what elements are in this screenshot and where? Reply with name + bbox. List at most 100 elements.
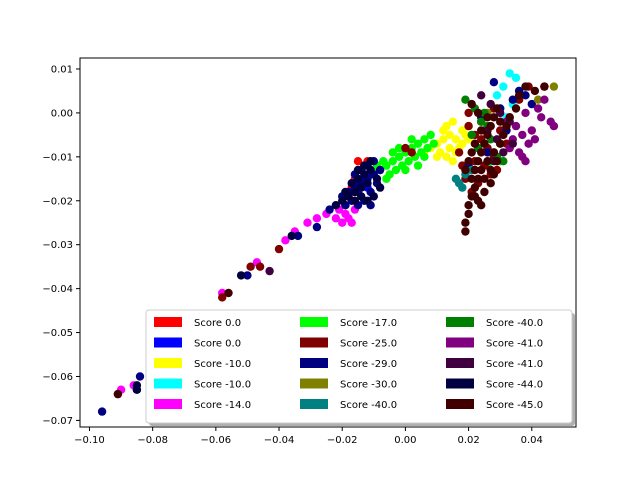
y-axis: 0.01 0.00 −0.01 −0.02 −0.03 −0.04 −0.05 −0.06 −0… — [42, 64, 80, 427]
legend-swatch — [300, 378, 328, 389]
data-point — [331, 201, 341, 210]
y-tick-label: −0.07 — [42, 416, 73, 427]
data-point — [467, 174, 476, 183]
data-point — [338, 196, 347, 205]
data-point — [458, 183, 467, 192]
series-13 — [132, 157, 385, 394]
data-point — [464, 209, 473, 219]
data-point — [454, 148, 464, 157]
data-point — [360, 161, 369, 170]
data-point — [521, 82, 530, 91]
data-point — [363, 179, 372, 188]
legend-label: Score -44.0 — [486, 380, 543, 391]
data-point — [375, 165, 385, 175]
data-point — [243, 271, 252, 280]
data-points — [97, 69, 559, 416]
data-point — [480, 139, 489, 148]
data-point — [312, 214, 322, 223]
data-point — [325, 205, 334, 214]
data-point — [287, 231, 296, 241]
data-point — [477, 165, 486, 175]
data-point — [113, 389, 123, 399]
legend-swatch — [300, 399, 328, 409]
data-point — [448, 157, 457, 166]
legend-label: Score -45.0 — [486, 400, 543, 411]
data-point — [293, 231, 303, 241]
data-point — [363, 196, 372, 205]
data-point — [375, 183, 385, 192]
data-point — [382, 174, 391, 183]
data-point — [477, 126, 486, 135]
data-point — [360, 170, 369, 179]
data-point — [312, 222, 322, 232]
x-tick-label: −0.04 — [264, 435, 295, 446]
data-point — [341, 209, 350, 219]
y-tick-label: −0.02 — [42, 196, 73, 207]
legend-swatch — [446, 399, 474, 409]
data-point — [480, 187, 489, 197]
data-point — [357, 192, 366, 201]
data-point — [511, 73, 521, 83]
legend-label: Score 0.0 — [194, 339, 241, 350]
data-point — [461, 95, 470, 104]
data-point — [401, 165, 410, 175]
data-point — [473, 108, 483, 118]
data-point — [540, 82, 549, 91]
data-point — [439, 135, 448, 144]
y-tick-label: 0.00 — [51, 108, 73, 119]
data-point — [499, 130, 508, 140]
data-point — [496, 117, 505, 126]
y-tick-label: −0.01 — [42, 152, 73, 163]
data-point — [530, 86, 540, 96]
data-point — [445, 143, 454, 153]
data-point — [413, 139, 423, 148]
data-point — [464, 157, 473, 166]
data-point — [388, 157, 397, 166]
data-point — [473, 157, 483, 166]
data-point — [401, 143, 410, 153]
data-point — [458, 139, 467, 148]
data-point — [489, 78, 499, 87]
data-point — [97, 407, 107, 416]
series-14 — [113, 82, 549, 399]
data-point — [353, 157, 363, 166]
data-point — [508, 139, 517, 148]
data-point — [518, 130, 527, 140]
data-point — [508, 95, 517, 104]
data-point — [477, 117, 486, 126]
data-point — [477, 148, 486, 157]
legend-label: Score 0.0 — [194, 318, 241, 329]
data-point — [341, 187, 350, 197]
data-point — [432, 152, 442, 161]
data-point — [480, 174, 489, 183]
data-point — [473, 174, 483, 183]
data-point — [521, 108, 530, 118]
data-point — [483, 113, 492, 122]
legend-label: Score -29.0 — [340, 359, 397, 370]
data-point — [514, 91, 524, 100]
legend-swatch — [446, 337, 474, 348]
legend-label: Score -41.0 — [486, 339, 543, 350]
x-tick-label: −0.08 — [137, 435, 168, 446]
legend-label: Score -10.0 — [194, 359, 251, 370]
x-tick-label: 0.04 — [521, 435, 543, 446]
legend-swatch — [154, 378, 182, 389]
data-point — [467, 148, 476, 157]
legend-label: Score -17.0 — [340, 318, 397, 329]
data-point — [224, 288, 233, 298]
data-point — [394, 143, 404, 153]
data-point — [353, 165, 363, 175]
data-point — [518, 152, 527, 161]
legend-label: Score -10.0 — [194, 380, 251, 391]
x-tick-label: 0.00 — [394, 435, 416, 446]
data-point — [464, 108, 473, 118]
data-point — [372, 174, 382, 183]
data-point — [353, 174, 363, 183]
legend-swatch — [154, 399, 182, 409]
data-point — [533, 104, 543, 113]
data-point — [467, 130, 476, 140]
data-point — [246, 262, 255, 271]
legend-swatch — [154, 358, 182, 368]
data-point — [505, 113, 514, 122]
